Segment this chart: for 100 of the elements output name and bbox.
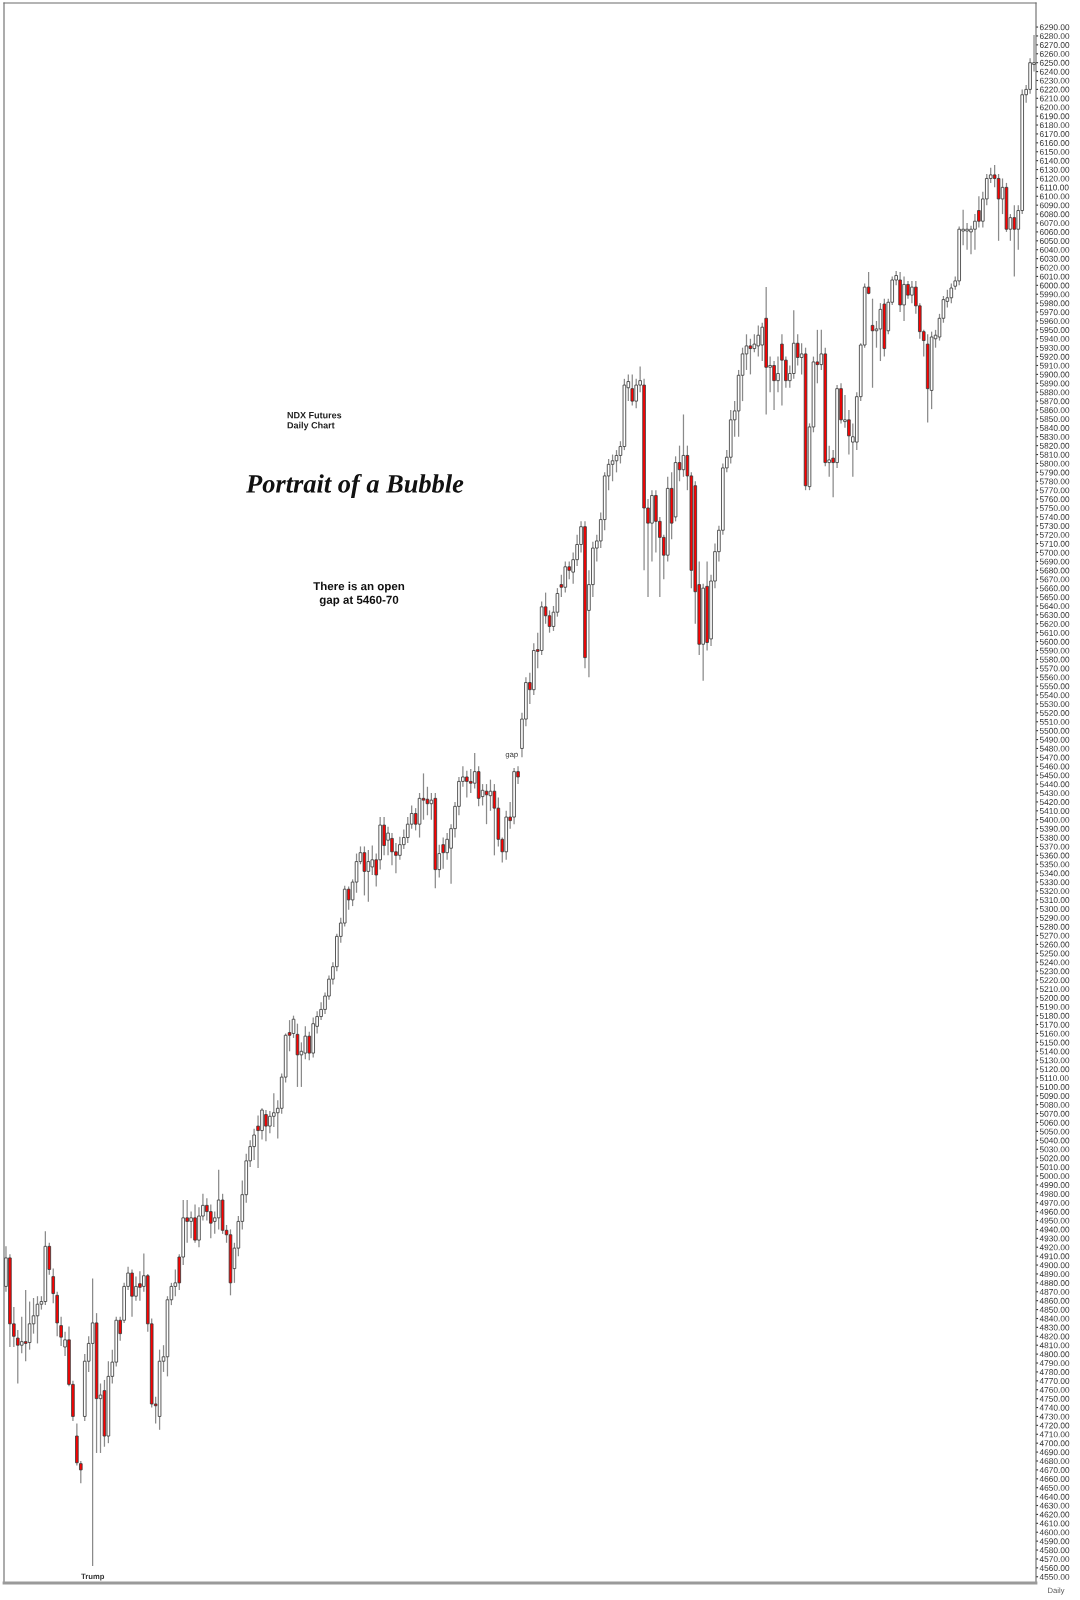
- y-tick-label: 5130.00: [1039, 1057, 1070, 1064]
- candlestick: [772, 360, 776, 411]
- y-tick-label: 5210.00: [1039, 986, 1070, 993]
- y-tick-label: 5730.00: [1039, 523, 1070, 529]
- y-tick-label: 5890.00: [1039, 380, 1070, 387]
- y-tick-label: 5500.00: [1039, 727, 1070, 734]
- y-tick-label: 5240.00: [1039, 959, 1070, 966]
- candlestick: [362, 845, 367, 897]
- y-tick-label: 4720.00: [1039, 1422, 1070, 1429]
- y-tick-label: 5020.00: [1039, 1155, 1070, 1162]
- text: Portrait of a Bubble: [246, 473, 464, 499]
- y-tick-label: 6150.00: [1039, 148, 1070, 155]
- y-tick-label: 4780.00: [1039, 1369, 1070, 1376]
- y-tick-label: 4890.00: [1039, 1271, 1070, 1278]
- candlestick: [193, 1203, 197, 1244]
- y-tick-label: 5250.00: [1039, 950, 1070, 957]
- y-tick-label: 5810.00: [1039, 451, 1070, 458]
- y-tick-label: 4930.00: [1039, 1235, 1070, 1242]
- y-tick-label: 5690.00: [1039, 558, 1070, 565]
- y-tick-label: 5330.00: [1039, 879, 1070, 886]
- candlestick: [189, 1210, 193, 1239]
- y-tick-label: 4710.00: [1039, 1431, 1070, 1438]
- y-tick-label: 5230.00: [1039, 968, 1070, 975]
- y-tick-label: 4700.00: [1039, 1440, 1070, 1447]
- candlestick: [27, 1300, 32, 1351]
- candlestick: [902, 275, 906, 322]
- y-tick-label: 5090.00: [1039, 1093, 1070, 1099]
- y-tick-label: 4550.00: [1039, 1573, 1070, 1580]
- candlestick: [1012, 204, 1017, 278]
- y-tick-label: 4590.00: [1039, 1538, 1070, 1545]
- y-tick-label: 6100.00: [1039, 193, 1070, 200]
- candlestick: [366, 849, 371, 903]
- y-tick-label: 5880.00: [1039, 389, 1070, 396]
- y-tick-label: 5860.00: [1039, 407, 1070, 414]
- y-tick-label: 4750.00: [1039, 1395, 1070, 1402]
- y-tick-label: 5150.00: [1039, 1039, 1070, 1046]
- candlestick: [756, 324, 761, 358]
- y-tick-label: 6200.00: [1039, 104, 1070, 111]
- y-tick-label: 5590.00: [1039, 647, 1070, 654]
- y-tick-label: 4690.00: [1039, 1449, 1070, 1456]
- y-tick-label: 5920.00: [1039, 353, 1070, 360]
- y-tick-label: 5940.00: [1039, 335, 1070, 342]
- y-tick-label: 5580.00: [1039, 656, 1070, 663]
- y-tick-label: 4570.00: [1039, 1556, 1070, 1563]
- candlestick: [465, 770, 469, 799]
- y-tick-label: 5720.00: [1039, 531, 1070, 538]
- y-tick-label: 4620.00: [1039, 1511, 1070, 1518]
- candlestick: [216, 1169, 221, 1231]
- y-tick-label: 4770.00: [1039, 1378, 1070, 1384]
- y-tick-label: 5820.00: [1039, 442, 1070, 449]
- y-tick-label: 4830.00: [1039, 1324, 1070, 1331]
- y-tick-label: 4870.00: [1039, 1288, 1070, 1295]
- y-tick-label: 5770.00: [1039, 487, 1070, 494]
- y-tick-label: 4760.00: [1039, 1386, 1070, 1393]
- y-tick-label: 4900.00: [1039, 1262, 1070, 1269]
- y-tick-label: 5310.00: [1039, 897, 1070, 903]
- y-tick-label: 5710.00: [1039, 540, 1070, 547]
- candlestick: [547, 609, 552, 634]
- y-tick-label: 5550.00: [1039, 683, 1070, 690]
- y-tick-label: 5050.00: [1039, 1128, 1070, 1135]
- y-tick-label: 6190.00: [1039, 113, 1070, 120]
- y-tick-label: 5260.00: [1039, 941, 1070, 948]
- candlestick: [681, 413, 686, 478]
- y-tick-label: 5780.00: [1039, 478, 1070, 485]
- y-tick-label: 5630.00: [1039, 612, 1070, 618]
- y-tick-label: 4920.00: [1039, 1244, 1070, 1251]
- y-tick-label: 5480.00: [1039, 745, 1070, 752]
- y-tick-label: 4940.00: [1039, 1226, 1070, 1233]
- y-tick-label: 4600.00: [1039, 1529, 1070, 1536]
- y-tick-label: 5760.00: [1039, 496, 1070, 503]
- y-tick-label: 4610.00: [1039, 1520, 1070, 1527]
- y-tick-label: 4640.00: [1039, 1493, 1070, 1500]
- y-tick-label: 5320.00: [1039, 888, 1070, 895]
- candlestick: [748, 338, 753, 376]
- y-tick-label: 5830.00: [1039, 433, 1070, 440]
- y-tick-label: 5380.00: [1039, 834, 1070, 841]
- y-tick-label: 5300.00: [1039, 905, 1070, 912]
- candlestick: [949, 282, 954, 304]
- y-tick-label: 5640.00: [1039, 603, 1070, 610]
- y-tick-label: 4990.00: [1039, 1182, 1070, 1188]
- y-tick-label: 6090.00: [1039, 202, 1070, 209]
- y-tick-label: 6110.00: [1039, 184, 1069, 191]
- candlestick: [965, 222, 969, 251]
- y-tick-label: 4970.00: [1039, 1199, 1070, 1206]
- y-tick-label: 5520.00: [1039, 710, 1070, 716]
- y-tick-label: 4960.00: [1039, 1208, 1070, 1215]
- y-tick-label: 4950.00: [1039, 1217, 1070, 1224]
- candlestick: [130, 1268, 134, 1318]
- y-tick-label: 5510.00: [1039, 718, 1070, 725]
- y-tick-label: 5170.00: [1039, 1021, 1070, 1028]
- y-tick-label: 5430.00: [1039, 790, 1070, 797]
- y-tick-label: 4880.00: [1039, 1280, 1070, 1286]
- y-tick-label: 5670.00: [1039, 576, 1070, 583]
- y-tick-label: 4670.00: [1039, 1467, 1070, 1473]
- candlestick: [780, 333, 784, 407]
- candlestick: [469, 768, 473, 794]
- y-tick-label: 6030.00: [1039, 255, 1070, 262]
- y-tick-label: 5080.00: [1039, 1101, 1070, 1108]
- y-tick-label: 6050.00: [1039, 238, 1070, 244]
- y-tick-label: 6040.00: [1039, 246, 1070, 253]
